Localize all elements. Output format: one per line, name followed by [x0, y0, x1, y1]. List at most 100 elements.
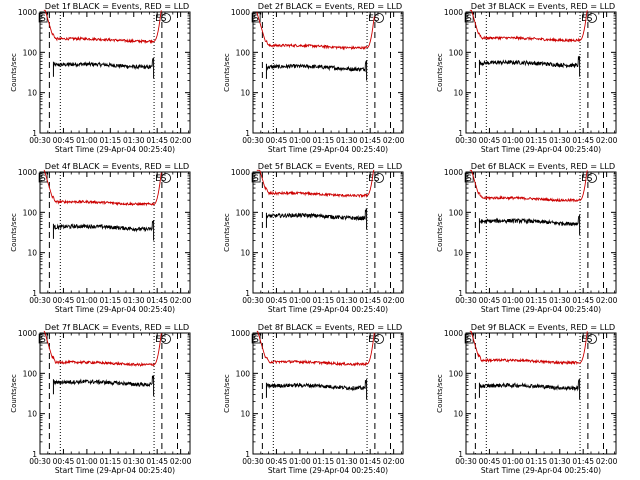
x-tick-label: 00:45 [266, 457, 288, 466]
start-marker-box [251, 12, 261, 23]
x-tick-label: 01:00 [289, 296, 311, 305]
x-tick-label: 02:00 [170, 136, 192, 145]
x-axis-label: Start Time (29-Apr-04 00:25:40) [481, 305, 601, 314]
y-tick-label: 1 [458, 289, 463, 298]
x-tick-label: 01:45 [146, 136, 168, 145]
x-axis-label: Start Time (29-Apr-04 00:25:40) [268, 466, 388, 475]
y-tick-label: 1 [245, 450, 250, 459]
y-tick-label: 1000 [18, 329, 37, 338]
end-marker: ES [581, 14, 593, 24]
panel-det-1: Det 1f BLACK = Events, RED = LLD 1 10 100 10… [10, 1, 192, 154]
x-tick-label: 01:30 [123, 296, 145, 305]
x-tick-label: 01:15 [526, 457, 548, 466]
y-tick-label: 1 [245, 129, 250, 138]
plot-frame [465, 332, 617, 455]
panel-det-6: Det 6f BLACK = Events, RED = LLD 1 10 100 10… [436, 161, 618, 314]
events-series-line [265, 379, 368, 392]
events-series-line [52, 58, 154, 71]
end-marker-circle [161, 13, 171, 23]
end-marker-circle [374, 13, 384, 23]
x-tick-label: 00:30 [29, 296, 51, 305]
x-tick-label: 02:00 [383, 136, 405, 145]
end-marker: ES [581, 335, 593, 345]
y-tick-label: 1 [245, 289, 250, 298]
plot-frame [39, 332, 191, 455]
start-marker: S [253, 335, 259, 345]
x-tick-label: 01:00 [502, 457, 524, 466]
x-tick-label: 01:15 [100, 136, 122, 145]
plot-frame [252, 11, 404, 134]
y-tick-label: 100 [23, 369, 38, 378]
x-tick-label: 02:00 [596, 136, 618, 145]
y-tick-label: 100 [23, 48, 38, 57]
x-axis-label: Start Time (29-Apr-04 00:25:40) [55, 145, 175, 154]
y-tick-label: 1000 [231, 8, 250, 17]
y-tick-label: 10 [240, 410, 250, 419]
x-tick-label: 01:00 [502, 296, 524, 305]
panel-title: Det 8f BLACK = Events, RED = LLD [258, 322, 402, 332]
plot-frame [465, 171, 617, 294]
start-marker: S [253, 14, 259, 24]
x-tick-label: 00:45 [266, 296, 288, 305]
start-marker: S [40, 335, 46, 345]
start-marker: S [40, 174, 46, 184]
x-tick-label: 00:30 [29, 136, 51, 145]
start-marker: S [466, 14, 472, 24]
x-tick-label: 02:00 [383, 296, 405, 305]
y-tick-label: 10 [27, 249, 37, 258]
y-tick-label: 10 [240, 249, 250, 258]
y-tick-label: 1000 [18, 168, 37, 177]
x-tick-label: 01:45 [572, 296, 594, 305]
x-tick-label: 00:45 [479, 296, 501, 305]
events-series-line [52, 220, 154, 233]
plot-frame [465, 11, 617, 134]
panel-title: Det 4f BLACK = Events, RED = LLD [45, 161, 189, 171]
panel-det-7: Det 7f BLACK = Events, RED = LLD 1 10 100 10… [10, 322, 192, 475]
start-marker-box [38, 333, 48, 344]
x-tick-label: 01:30 [123, 136, 145, 145]
end-marker-circle [374, 334, 384, 344]
events-series-line [478, 55, 581, 69]
end-marker-circle [587, 334, 597, 344]
x-tick-label: 01:30 [549, 136, 571, 145]
panel-det-5: Det 5f BLACK = Events, RED = LLD 1 10 100 10… [223, 161, 405, 314]
lld-series-line [43, 330, 162, 367]
y-tick-label: 100 [449, 208, 464, 217]
lld-series-line [469, 9, 588, 43]
x-tick-label: 01:00 [289, 136, 311, 145]
panel-det-4: Det 4f BLACK = Events, RED = LLD 1 10 100 10… [10, 161, 192, 314]
plot-frame [252, 332, 404, 455]
start-marker: S [253, 174, 259, 184]
y-tick-label: 100 [236, 208, 251, 217]
lld-series-line [256, 330, 375, 367]
x-tick-label: 01:45 [359, 296, 381, 305]
panel-det-9: Det 9f BLACK = Events, RED = LLD 1 10 100 10… [436, 322, 618, 475]
start-marker-box [251, 172, 261, 183]
x-tick-label: 01:45 [146, 296, 168, 305]
x-tick-label: 01:15 [100, 457, 122, 466]
x-tick-label: 01:15 [313, 457, 335, 466]
y-axis-label: Counts/sec [10, 53, 18, 92]
panel-title: Det 1f BLACK = Events, RED = LLD [45, 1, 189, 11]
y-tick-label: 1000 [444, 168, 463, 177]
x-tick-label: 01:00 [76, 136, 98, 145]
x-axis-label: Start Time (29-Apr-04 00:25:40) [481, 145, 601, 154]
x-tick-label: 01:45 [359, 136, 381, 145]
x-tick-label: 02:00 [596, 457, 618, 466]
panel-title: Det 2f BLACK = Events, RED = LLD [258, 1, 402, 11]
x-axis-label: Start Time (29-Apr-04 00:25:40) [55, 305, 175, 314]
y-tick-label: 1000 [231, 329, 250, 338]
end-marker-circle [161, 173, 171, 183]
lld-series-line [469, 169, 588, 203]
x-tick-label: 01:15 [313, 136, 335, 145]
panel-title: Det 6f BLACK = Events, RED = LLD [471, 161, 615, 171]
y-tick-label: 100 [449, 48, 464, 57]
y-axis-label: Counts/sec [436, 53, 444, 92]
y-tick-label: 1 [458, 450, 463, 459]
lld-series-line [43, 9, 162, 45]
y-tick-label: 10 [453, 249, 463, 258]
x-tick-label: 00:30 [455, 296, 477, 305]
lld-series-line [256, 169, 375, 199]
y-axis-label: Counts/sec [223, 213, 231, 252]
